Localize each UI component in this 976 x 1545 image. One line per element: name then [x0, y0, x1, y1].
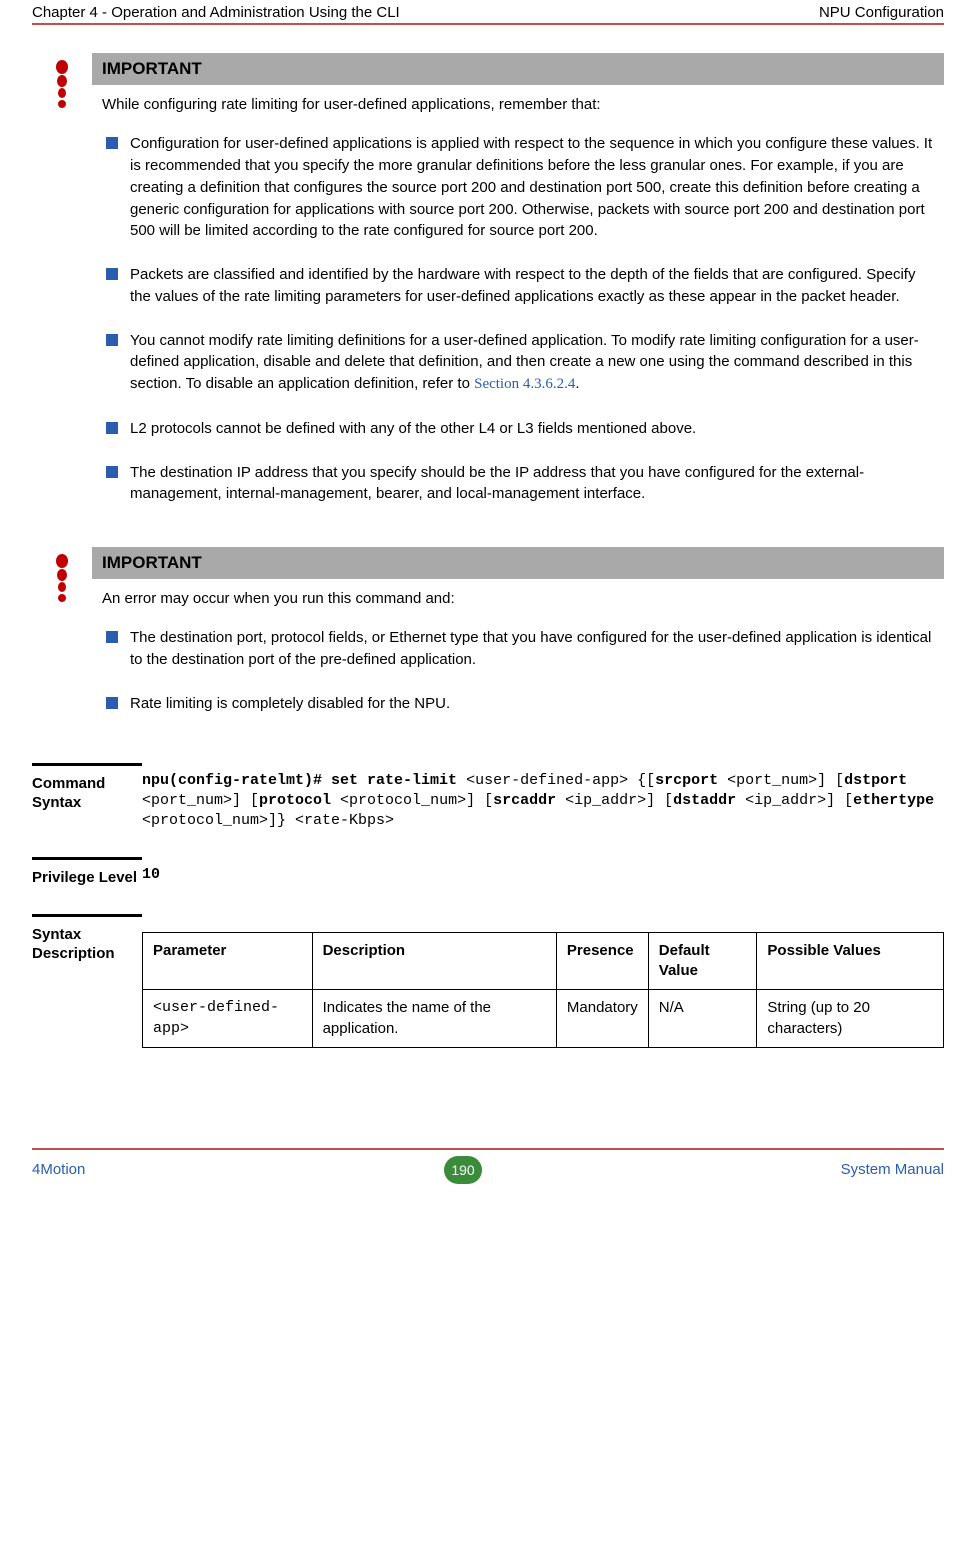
important-title: IMPORTANT: [92, 547, 944, 579]
list-item: Packets are classified and identified by…: [102, 264, 934, 308]
col-default: Default Value: [648, 932, 757, 990]
cell-parameter: <user-defined-app>: [143, 990, 313, 1048]
list-item: The destination IP address that you spec…: [102, 462, 934, 506]
important-callout-1: IMPORTANT While configuring rate limitin…: [32, 53, 944, 527]
command-syntax-text: npu(config-ratelmt)# set rate-limit <use…: [142, 763, 944, 832]
footer-left: 4Motion: [32, 1161, 85, 1178]
list-item: Rate limiting is completely disabled for…: [102, 693, 934, 715]
privilege-level-label: Privilege Level: [32, 857, 142, 888]
important-icon: [32, 53, 92, 109]
cell-description: Indicates the name of the application.: [312, 990, 556, 1048]
important-title: IMPORTANT: [92, 53, 944, 85]
important-intro: An error may occur when you run this com…: [92, 579, 944, 609]
section-link[interactable]: Section 4.3.6.2.4: [474, 376, 575, 392]
important-icon: [32, 547, 92, 603]
syntax-table: Parameter Description Presence Default V…: [142, 932, 944, 1048]
list-item: The destination port, protocol fields, o…: [102, 627, 934, 671]
privilege-level-block: Privilege Level 10: [32, 857, 944, 888]
table-row: <user-defined-app> Indicates the name of…: [143, 990, 944, 1048]
col-parameter: Parameter: [143, 932, 313, 990]
command-syntax-block: Command Syntax npu(config-ratelmt)# set …: [32, 763, 944, 832]
important-list: The destination port, protocol fields, o…: [92, 627, 944, 714]
syntax-description-block: Syntax Description Parameter Description…: [32, 914, 944, 1048]
important-callout-2: IMPORTANT An error may occur when you ru…: [32, 547, 944, 737]
cell-presence: Mandatory: [556, 990, 648, 1048]
list-item: L2 protocols cannot be defined with any …: [102, 418, 934, 440]
syntax-description-content: Parameter Description Presence Default V…: [142, 914, 944, 1048]
cell-default: N/A: [648, 990, 757, 1048]
col-possible: Possible Values: [757, 932, 944, 990]
important-list: Configuration for user-defined applicati…: [92, 133, 944, 505]
page-footer: 4Motion 190 System Manual: [32, 1148, 944, 1184]
syntax-description-label: Syntax Description: [32, 914, 142, 964]
footer-right: System Manual: [841, 1161, 944, 1178]
col-presence: Presence: [556, 932, 648, 990]
page-header: Chapter 4 - Operation and Administration…: [32, 0, 944, 25]
header-left: Chapter 4 - Operation and Administration…: [32, 4, 400, 21]
col-description: Description: [312, 932, 556, 990]
cell-possible: String (up to 20 characters): [757, 990, 944, 1048]
page-number-badge: 190: [444, 1156, 482, 1184]
header-right: NPU Configuration: [819, 4, 944, 21]
list-item: You cannot modify rate limiting definiti…: [102, 330, 934, 396]
privilege-level-value: 10: [142, 857, 944, 885]
list-item: Configuration for user-defined applicati…: [102, 133, 934, 242]
command-syntax-label: Command Syntax: [32, 763, 142, 813]
important-intro: While configuring rate limiting for user…: [92, 85, 944, 115]
